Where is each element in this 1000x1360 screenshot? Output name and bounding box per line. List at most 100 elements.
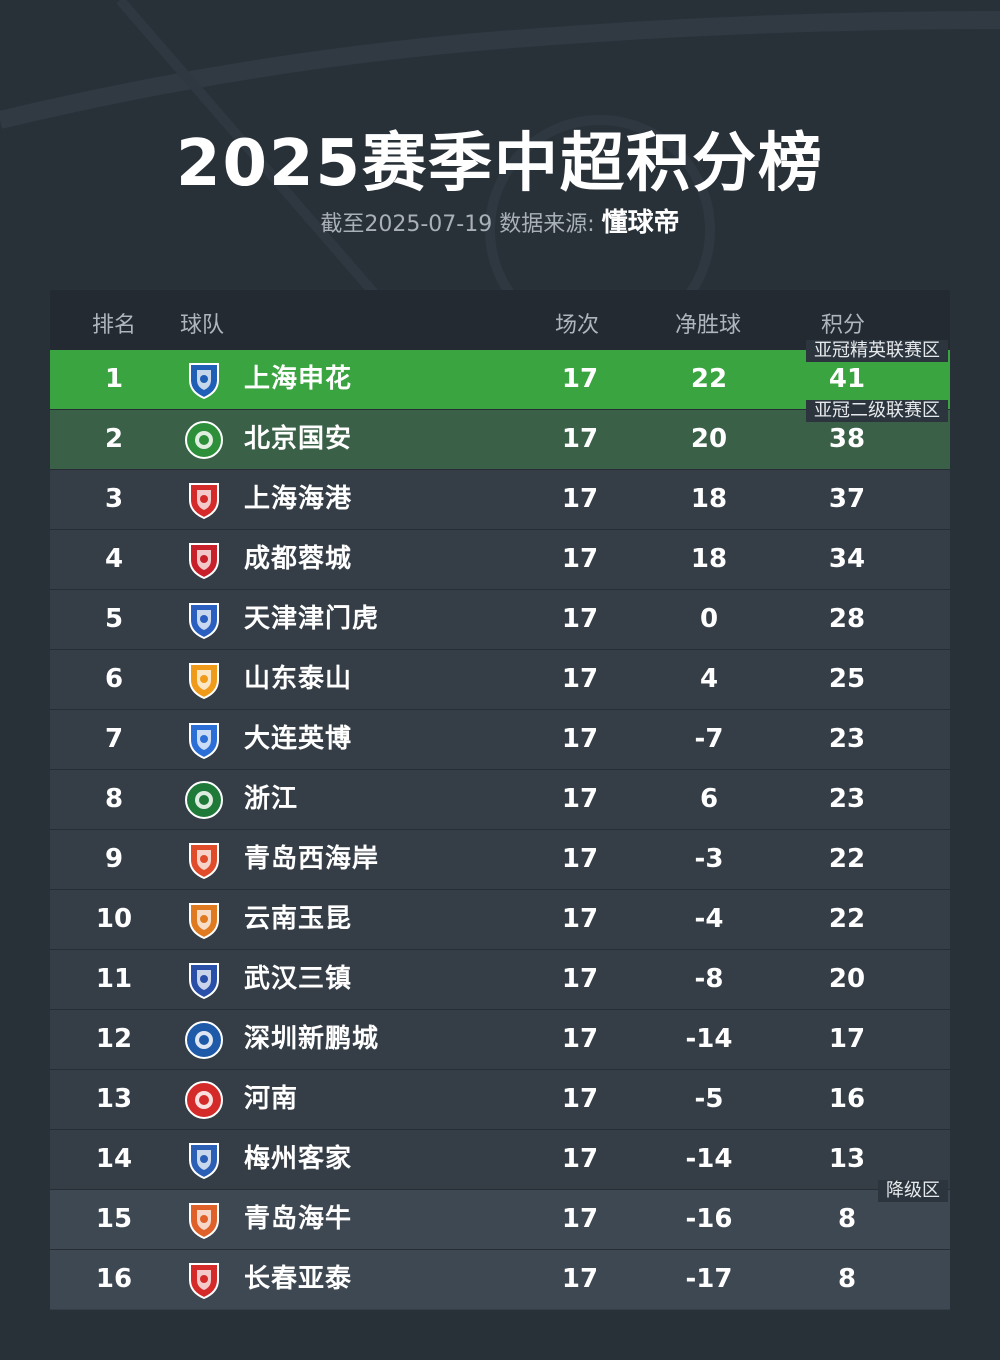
played-value: 17 <box>561 1144 599 1174</box>
team-name: 大连英博 <box>244 724 353 754</box>
points-value: 34 <box>828 544 866 574</box>
zone-badge-relegation: 降级区 <box>878 1180 948 1202</box>
standings-table: 排名 球队 场次 净胜球 积分 1 上海申花 17 22 41 2 北京国安 17 20 38 3 上… <box>50 290 950 1310</box>
played-value: 17 <box>561 664 599 694</box>
rank-value: 15 <box>95 1204 133 1234</box>
rank-value: 6 <box>104 664 124 694</box>
table-row[interactable]: 3 上海海港 17 18 37 <box>50 469 950 529</box>
header-goal-difference: 净胜球 <box>675 313 742 338</box>
goal-difference-value: -14 <box>685 1024 733 1054</box>
table-row[interactable]: 11 武汉三镇 17 -8 20 <box>50 949 950 1009</box>
points-value: 22 <box>828 904 866 934</box>
played-value: 17 <box>561 484 599 514</box>
table-row[interactable]: 15 青岛海牛 17 -16 8 <box>50 1189 950 1249</box>
rank-value: 11 <box>95 964 133 994</box>
points-value: 25 <box>828 664 866 694</box>
team-logo-icon <box>184 660 224 700</box>
table-body: 1 上海申花 17 22 41 2 北京国安 17 20 38 3 上海海港 17 18 37 4 成都蓉城 17… <box>50 350 950 1309</box>
data-source-brand: 懂球帝 <box>601 208 680 238</box>
team-name: 浙江 <box>244 784 299 814</box>
points-value: 37 <box>828 484 866 514</box>
zone-badge-acl-two: 亚冠二级联赛区 <box>806 400 948 422</box>
team-name: 青岛西海岸 <box>244 844 380 874</box>
rank-value: 14 <box>95 1144 133 1174</box>
played-value: 17 <box>561 904 599 934</box>
points-value: 23 <box>828 724 866 754</box>
table-row[interactable]: 4 成都蓉城 17 18 34 <box>50 529 950 589</box>
team-name: 天津津门虎 <box>244 604 380 634</box>
played-value: 17 <box>561 1024 599 1054</box>
points-value: 22 <box>828 844 866 874</box>
rank-value: 2 <box>104 424 124 454</box>
goal-difference-value: 20 <box>690 424 728 454</box>
played-value: 17 <box>561 544 599 574</box>
played-value: 17 <box>561 1204 599 1234</box>
table-row[interactable]: 13 河南 17 -5 16 <box>50 1069 950 1129</box>
goal-difference-value: -5 <box>694 1084 724 1114</box>
rank-value: 8 <box>104 784 124 814</box>
team-name: 北京国安 <box>244 424 353 454</box>
played-value: 17 <box>561 1084 599 1114</box>
table-row[interactable]: 7 大连英博 17 -7 23 <box>50 709 950 769</box>
goal-difference-value: -3 <box>694 844 724 874</box>
table-row[interactable]: 14 梅州客家 17 -14 13 <box>50 1129 950 1189</box>
table-row[interactable]: 12 深圳新鹏城 17 -14 17 <box>50 1009 950 1069</box>
table-row[interactable]: 9 青岛西海岸 17 -3 22 <box>50 829 950 889</box>
zone-badge-acl-elite: 亚冠精英联赛区 <box>806 340 948 362</box>
played-value: 17 <box>561 844 599 874</box>
team-logo-icon <box>184 1020 224 1060</box>
goal-difference-value: 22 <box>690 364 728 394</box>
team-name: 山东泰山 <box>244 664 353 694</box>
page-title: 2025赛季中超积分榜 <box>175 127 825 201</box>
team-name: 梅州客家 <box>244 1144 353 1174</box>
goal-difference-value: -17 <box>685 1264 733 1294</box>
goal-difference-value: 18 <box>690 484 728 514</box>
team-logo-icon <box>184 360 224 400</box>
table-row[interactable]: 8 浙江 17 6 23 <box>50 769 950 829</box>
team-logo-icon <box>184 1200 224 1240</box>
page-subtitle: 截至2025-07-19 数据来源: 懂球帝 <box>0 202 1000 239</box>
team-logo-icon <box>184 840 224 880</box>
points-value: 8 <box>837 1264 857 1294</box>
team-name: 河南 <box>244 1084 299 1114</box>
team-logo-icon <box>184 1080 224 1120</box>
team-name: 长春亚泰 <box>244 1264 353 1294</box>
table-row[interactable]: 1 上海申花 17 22 41 <box>50 350 950 409</box>
header-rank: 排名 <box>92 313 137 338</box>
table-row[interactable]: 6 山东泰山 17 4 25 <box>50 649 950 709</box>
team-name: 成都蓉城 <box>244 544 353 574</box>
rank-value: 13 <box>95 1084 133 1114</box>
played-value: 17 <box>561 964 599 994</box>
table-row[interactable]: 16 长春亚泰 17 -17 8 <box>50 1249 950 1309</box>
goal-difference-value: -16 <box>685 1204 733 1234</box>
team-name: 深圳新鹏城 <box>244 1024 380 1054</box>
table-row[interactable]: 10 云南玉昆 17 -4 22 <box>50 889 950 949</box>
rank-value: 3 <box>104 484 124 514</box>
rank-value: 7 <box>104 724 124 754</box>
team-logo-icon <box>184 1140 224 1180</box>
rank-value: 9 <box>104 844 124 874</box>
table-row[interactable]: 5 天津津门虎 17 0 28 <box>50 589 950 649</box>
points-value: 38 <box>828 424 866 454</box>
team-logo-icon <box>184 420 224 460</box>
played-value: 17 <box>561 424 599 454</box>
points-value: 28 <box>828 604 866 634</box>
points-value: 17 <box>828 1024 866 1054</box>
points-value: 8 <box>837 1204 857 1234</box>
team-name: 上海海港 <box>244 484 353 514</box>
team-logo-icon <box>184 720 224 760</box>
header-points: 积分 <box>821 313 866 338</box>
goal-difference-value: 6 <box>699 784 719 814</box>
header-played: 场次 <box>555 313 600 338</box>
played-value: 17 <box>561 1264 599 1294</box>
goal-difference-value: -8 <box>694 964 724 994</box>
points-value: 13 <box>828 1144 866 1174</box>
rank-value: 4 <box>104 544 124 574</box>
team-logo-icon <box>184 540 224 580</box>
table-row[interactable]: 2 北京国安 17 20 38 <box>50 409 950 469</box>
points-value: 23 <box>828 784 866 814</box>
goal-difference-value: 0 <box>699 604 719 634</box>
team-name: 云南玉昆 <box>244 904 353 934</box>
played-value: 17 <box>561 604 599 634</box>
rank-value: 10 <box>95 904 133 934</box>
